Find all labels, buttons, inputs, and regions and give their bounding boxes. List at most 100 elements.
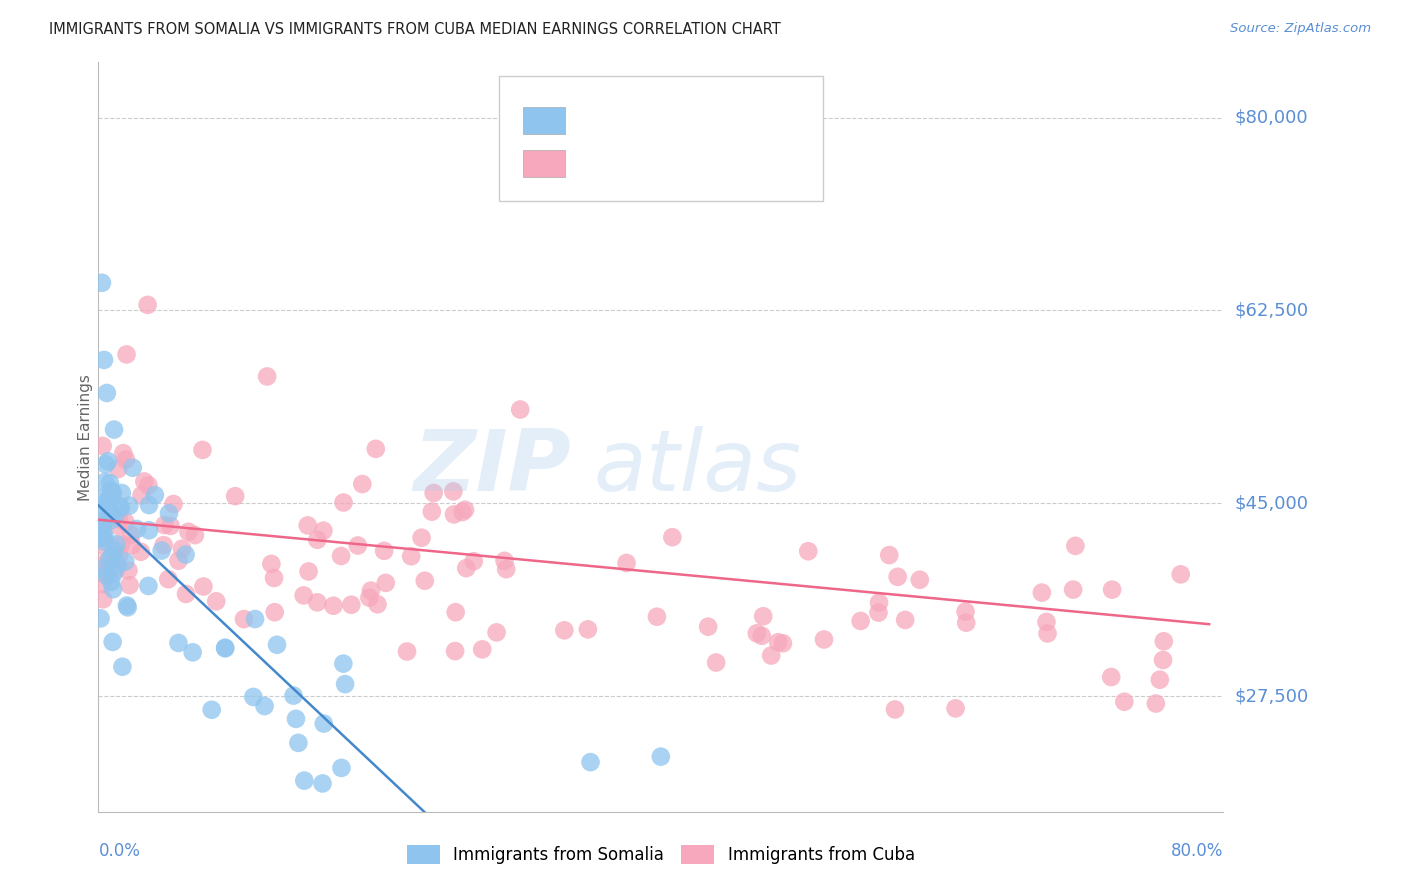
Point [104,543,127,558]
Point [90,611,112,625]
Point [797,544,820,558]
Text: 80.0%: 80.0% [1171,842,1223,860]
Point [287,736,309,750]
Point [292,589,315,603]
Point [138,523,160,537]
Point [1036,626,1059,640]
Point [877,548,900,562]
Point [650,749,672,764]
Text: $27,500: $27,500 [1234,687,1309,705]
Point [413,574,436,588]
Point [131,488,153,502]
Point [340,598,363,612]
Point [704,656,727,670]
Point [443,508,465,522]
Point [955,615,977,630]
Point [110,537,132,551]
Point [579,755,602,769]
Point [1170,567,1192,582]
Point [260,557,283,571]
Point [91,559,114,574]
Text: R = -0.294   N = 123: R = -0.294 N = 123 [576,154,751,172]
Point [104,508,127,523]
Point [167,554,190,568]
Point [283,689,305,703]
Point [94,475,117,489]
Point [312,716,335,731]
Point [91,577,114,591]
Text: ZIP: ZIP [413,425,571,508]
Point [444,605,467,619]
Point [463,554,485,568]
Point [111,659,134,673]
Point [1114,695,1136,709]
Point [441,484,464,499]
Point [330,549,353,563]
Point [471,642,494,657]
Point [364,442,387,456]
Point [945,701,967,715]
Point [813,632,835,647]
Point [107,462,129,476]
Point [191,442,214,457]
Point [311,776,333,790]
Point [93,525,115,540]
Point [1152,653,1174,667]
Point [94,532,117,546]
Point [104,563,127,577]
Point [494,554,516,568]
Point [1035,615,1057,629]
Point [1099,670,1122,684]
Point [420,505,443,519]
Point [766,635,789,649]
Point [307,595,329,609]
Point [201,703,224,717]
Point [159,519,181,533]
Point [1153,634,1175,648]
Point [359,591,381,605]
Point [117,600,139,615]
Point [97,508,120,523]
Point [121,460,143,475]
Point [138,478,160,492]
Point [150,543,173,558]
Point [115,599,138,613]
Point [117,564,139,578]
Point [100,483,122,498]
Point [115,347,138,361]
Point [162,497,184,511]
Point [1031,585,1053,599]
Text: atlas: atlas [593,425,801,508]
Point [96,386,118,401]
Point [332,657,354,671]
Point [360,583,382,598]
Point [138,579,160,593]
Point [111,486,134,500]
Point [120,528,142,542]
Point [333,677,356,691]
Point [645,609,668,624]
Point [94,458,117,472]
Point [661,530,683,544]
Text: $62,500: $62,500 [1234,301,1309,319]
Text: $80,000: $80,000 [1234,109,1308,127]
Point [576,623,599,637]
Point [174,548,197,562]
Point [868,596,890,610]
Point [90,509,112,524]
Point [153,518,176,533]
Point [157,572,180,586]
Point [93,534,115,549]
Point [110,500,132,515]
Point [97,454,120,468]
Point [509,402,531,417]
Point [330,761,353,775]
Point [193,580,215,594]
Point [90,491,112,506]
Text: $45,000: $45,000 [1234,494,1309,512]
Point [232,612,254,626]
Point [170,541,193,556]
Point [93,353,115,368]
Point [103,566,125,581]
Point [399,549,422,564]
